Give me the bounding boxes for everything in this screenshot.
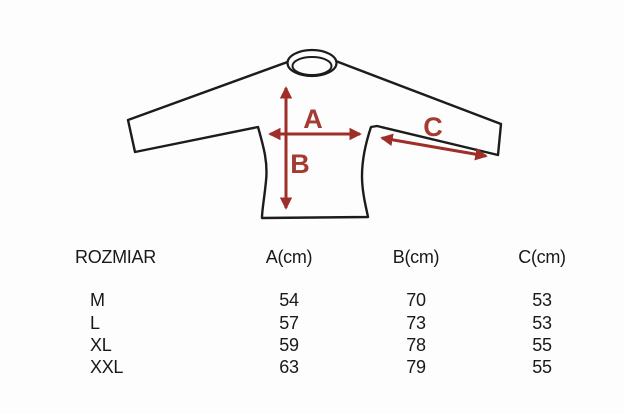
row-size-label: L xyxy=(90,313,100,333)
header-b: B(cm) xyxy=(392,247,440,267)
sweater-outline xyxy=(126,58,503,220)
collar-inner xyxy=(291,56,333,76)
row-size-label: XXL xyxy=(90,357,124,377)
header-c: C(cm) xyxy=(518,247,566,267)
cell-b: 79 xyxy=(406,357,426,377)
cell-a: 57 xyxy=(279,313,299,333)
cell-c: 55 xyxy=(532,335,552,355)
cell-a: 54 xyxy=(279,290,299,310)
label-b: B xyxy=(290,149,310,179)
label-a: A xyxy=(303,104,323,134)
header-a: A(cm) xyxy=(265,247,313,267)
header-size: ROZMIAR xyxy=(75,247,156,267)
cell-a: 63 xyxy=(279,357,299,377)
measure-arrow-c xyxy=(380,133,488,161)
cell-a: 59 xyxy=(279,335,299,355)
row-size-label: XL xyxy=(90,335,112,355)
cell-b: 78 xyxy=(406,335,426,355)
label-c: C xyxy=(423,112,443,142)
sweater-measurement-diagram: A B C xyxy=(126,48,503,220)
cell-c: 55 xyxy=(532,357,552,377)
cell-b: 73 xyxy=(406,313,426,333)
cell-c: 53 xyxy=(532,313,552,333)
cell-c: 53 xyxy=(532,290,552,310)
row-size-label: M xyxy=(90,290,105,310)
cell-b: 70 xyxy=(406,290,426,310)
